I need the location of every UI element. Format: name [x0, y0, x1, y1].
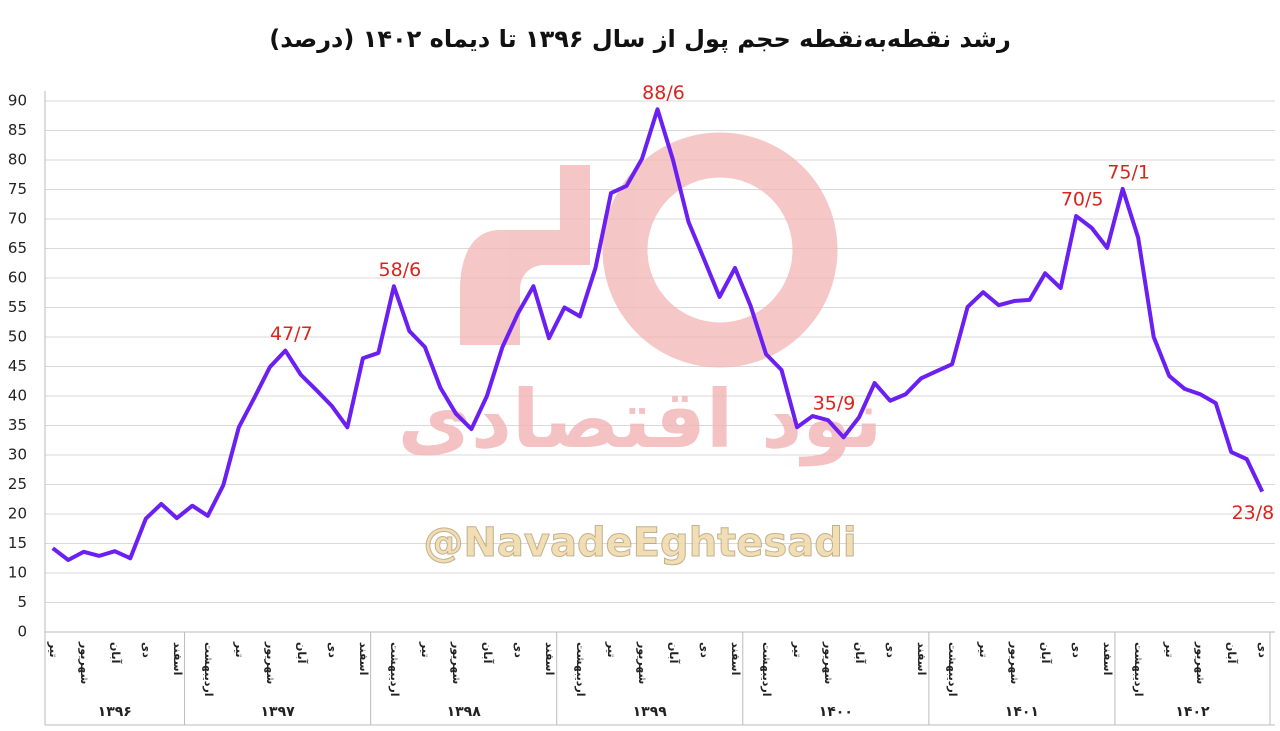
y-tick-label: 5 — [17, 593, 27, 611]
x-tick-label: اسفند — [915, 642, 928, 675]
x-tick-label: اردیبهشت — [202, 642, 215, 696]
x-tick-label: اسفند — [543, 642, 556, 675]
y-tick-label: 30 — [8, 446, 27, 464]
x-group-label: ۱۴۰۲ — [1175, 704, 1210, 720]
x-tick-label: دی — [512, 642, 525, 658]
x-tick-label: دی — [326, 642, 339, 658]
value-label: 35/9 — [813, 393, 856, 415]
x-tick-label: شهریور — [1008, 641, 1021, 684]
x-tick-label: آبان — [295, 642, 309, 664]
x-tick-label: تیر — [605, 641, 618, 657]
x-tick-label: تیر — [791, 641, 804, 657]
x-tick-label: اسفند — [1101, 642, 1114, 675]
x-group-label: ۱۳۹۷ — [261, 704, 296, 720]
x-tick-label: اردیبهشت — [1132, 642, 1145, 696]
x-tick-label: آبان — [1039, 642, 1053, 664]
x-tick-label: دی — [140, 642, 153, 658]
watermark: @NavadeEghtesadi — [423, 520, 856, 566]
x-group-label: ۱۴۰۱ — [1005, 704, 1039, 720]
x-tick-label: شهریور — [78, 641, 91, 684]
x-group-label: ۱۳۹۶ — [98, 704, 132, 720]
y-tick-label: 90 — [8, 92, 27, 110]
y-tick-label: 15 — [8, 534, 27, 552]
value-label: 23/8 — [1232, 502, 1275, 524]
value-label: 47/7 — [270, 323, 313, 345]
x-tick-label: شهریور — [636, 641, 649, 684]
y-tick-label: 0 — [17, 623, 27, 641]
y-tick-label: 75 — [8, 180, 27, 198]
x-tick-label: تیر — [233, 641, 246, 657]
watermark-logo-shape — [460, 132, 838, 368]
x-tick-label: اسفند — [357, 642, 370, 675]
y-tick-label: 60 — [8, 269, 27, 287]
x-tick-label: شهریور — [264, 641, 277, 684]
value-label: 70/5 — [1061, 189, 1104, 211]
chart-title: رشد نقطه‌به‌نقطه حجم پول از سال ۱۳۹۶ تا … — [269, 25, 1011, 53]
x-group-label: ۱۳۹۸ — [447, 704, 482, 720]
y-tick-label: 55 — [8, 298, 27, 316]
x-tick-label: آبان — [109, 642, 123, 664]
x-tick-label: تیر — [1163, 641, 1176, 657]
x-tick-label: شهریور — [450, 641, 463, 684]
x-tick-label: آبان — [1225, 642, 1239, 664]
value-label: 75/1 — [1107, 161, 1150, 183]
x-tick-label: اردیبهشت — [760, 642, 773, 696]
x-tick-label: دی — [1256, 642, 1269, 658]
x-tick-label: اسفند — [729, 642, 742, 675]
y-tick-label: 40 — [8, 387, 27, 405]
x-group-label: ۱۳۹۹ — [633, 704, 668, 720]
x-tick-label: تیر — [47, 641, 60, 657]
x-tick-label: اردیبهشت — [574, 642, 587, 696]
y-tick-label: 80 — [8, 151, 27, 169]
x-tick-label: شهریور — [1194, 641, 1207, 684]
y-tick-label: 50 — [8, 328, 27, 346]
y-tick-label: 25 — [8, 475, 27, 493]
value-label: 58/6 — [379, 259, 422, 281]
x-tick-label: دی — [698, 642, 711, 658]
x-tick-label: آبان — [667, 642, 681, 664]
y-tick-label: 65 — [8, 239, 27, 257]
x-group-label: ۱۴۰۰ — [819, 704, 853, 720]
x-tick-label: تیر — [977, 641, 990, 657]
x-tick-label: دی — [1070, 642, 1083, 658]
x-tick-label: تیر — [419, 641, 432, 657]
x-tick-label: اسفند — [171, 642, 184, 675]
y-tick-label: 10 — [8, 564, 27, 582]
value-label: 88/6 — [642, 82, 685, 104]
x-tick-label: اردیبهشت — [388, 642, 401, 696]
x-tick-label: آبان — [481, 642, 495, 664]
y-tick-label: 20 — [8, 505, 27, 523]
x-tick-label: دی — [884, 642, 897, 658]
y-tick-label: 70 — [8, 210, 27, 228]
x-tick-label: آبان — [853, 642, 867, 664]
line — [51, 107, 1265, 563]
y-tick-label: 85 — [8, 121, 27, 139]
y-tick-label: 45 — [8, 357, 27, 375]
watermark-logo: نود اقتصادی — [398, 373, 883, 467]
x-tick-label: شهریور — [822, 641, 835, 684]
y-tick-label: 35 — [8, 416, 27, 434]
x-tick-label: اردیبهشت — [946, 642, 959, 696]
